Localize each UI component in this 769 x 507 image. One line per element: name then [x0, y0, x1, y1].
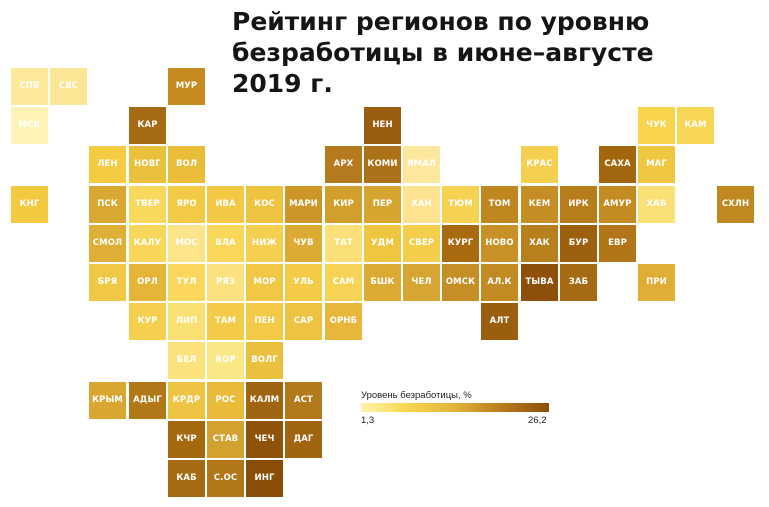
region-tile: КАЛУ — [129, 225, 166, 262]
region-tile: МАРИ — [285, 186, 322, 223]
map-title: Рейтинг регионов по уровню безработицы в… — [232, 6, 752, 99]
region-tile: СТАВ — [207, 421, 244, 458]
region-tile: ТАТ — [325, 225, 362, 262]
region-tile: ТЫВА — [521, 264, 558, 301]
legend-min-value: 1,3 — [361, 415, 375, 426]
region-tile: САМ — [325, 264, 362, 301]
region-tile: УДМ — [364, 225, 401, 262]
region-tile: АЛ.К — [481, 264, 518, 301]
region-tile: ВОР — [207, 342, 244, 379]
region-tile: КЕМ — [521, 186, 558, 223]
region-tile: ЧЕЛ — [403, 264, 440, 301]
region-tile: НОВО — [481, 225, 518, 262]
region-tile: АМУР — [599, 186, 636, 223]
region-tile: АРХ — [325, 146, 362, 183]
region-tile: ВЛА — [207, 225, 244, 262]
region-tile: ТАМ — [207, 303, 244, 340]
region-tile: СВС — [50, 68, 87, 105]
region-tile: АСТ — [285, 382, 322, 419]
region-tile: ТОМ — [481, 186, 518, 223]
region-tile: КРЫМ — [89, 382, 126, 419]
region-tile: КНГ — [11, 186, 48, 223]
region-tile: ХАН — [403, 186, 440, 223]
region-tile: КОС — [246, 186, 283, 223]
region-tile: КОМИ — [364, 146, 401, 183]
region-tile: МАГ — [638, 146, 675, 183]
region-tile: ЯРО — [168, 186, 205, 223]
region-tile: ТВЕР — [129, 186, 166, 223]
region-tile: КЧР — [168, 421, 205, 458]
region-tile: С.ОС — [207, 460, 244, 497]
region-tile: ИНГ — [246, 460, 283, 497]
region-tile: ИВА — [207, 186, 244, 223]
region-tile: УЛЬ — [285, 264, 322, 301]
region-tile: РОС — [207, 382, 244, 419]
region-tile: ОМСК — [442, 264, 479, 301]
region-tile: АЛТ — [481, 303, 518, 340]
region-tile: ХАБ — [638, 186, 675, 223]
region-tile: КАР — [129, 107, 166, 144]
region-tile: БШК — [364, 264, 401, 301]
region-tile: ВОЛ — [168, 146, 205, 183]
region-tile: НОВГ — [129, 146, 166, 183]
region-tile: САХА — [599, 146, 636, 183]
region-tile: КУРГ — [442, 225, 479, 262]
region-tile: СМОЛ — [89, 225, 126, 262]
region-tile: МОС — [168, 225, 205, 262]
region-tile: ВОЛГ — [246, 342, 283, 379]
region-tile: ПЕР — [364, 186, 401, 223]
region-tile: ТЮМ — [442, 186, 479, 223]
region-tile: ПРИ — [638, 264, 675, 301]
region-tile: КАЛМ — [246, 382, 283, 419]
region-tile: КРАС — [521, 146, 558, 183]
region-tile: БУР — [560, 225, 597, 262]
title-line-2: безработицы в июне–августе — [232, 38, 654, 67]
region-tile: СПБ — [11, 68, 48, 105]
region-tile: КАМ — [677, 107, 714, 144]
region-tile: ОРНБ — [325, 303, 362, 340]
region-tile: МСК — [11, 107, 48, 144]
region-tile: ПЕН — [246, 303, 283, 340]
legend-max-value: 26,2 — [528, 415, 547, 426]
region-tile: НИЖ — [246, 225, 283, 262]
region-tile: БРЯ — [89, 264, 126, 301]
region-tile: ЧУК — [638, 107, 675, 144]
region-tile: ЯМАЛ — [403, 146, 440, 183]
region-tile: МУР — [168, 68, 205, 105]
region-tile: ОРЛ — [129, 264, 166, 301]
region-tile: ХАК — [521, 225, 558, 262]
region-tile: ЛЕН — [89, 146, 126, 183]
region-tile: ЕВР — [599, 225, 636, 262]
region-tile: САР — [285, 303, 322, 340]
legend-gradient-bar — [361, 403, 549, 412]
region-tile: СХЛН — [717, 186, 754, 223]
region-tile: ЧУВ — [285, 225, 322, 262]
region-tile: МОР — [246, 264, 283, 301]
region-tile: КУР — [129, 303, 166, 340]
region-tile: ЛИП — [168, 303, 205, 340]
region-tile: СВЕР — [403, 225, 440, 262]
legend-title: Уровень безработицы, % — [361, 390, 472, 401]
region-tile: КРДР — [168, 382, 205, 419]
region-tile: НЕН — [364, 107, 401, 144]
title-line-3: 2019 г. — [232, 69, 333, 98]
region-tile: ДАГ — [285, 421, 322, 458]
region-tile: ТУЛ — [168, 264, 205, 301]
region-tile: ПСК — [89, 186, 126, 223]
region-tile: КИР — [325, 186, 362, 223]
region-tile: ЗАБ — [560, 264, 597, 301]
region-tile: АДЫГ — [129, 382, 166, 419]
region-tile: КАБ — [168, 460, 205, 497]
title-line-1: Рейтинг регионов по уровню — [232, 7, 650, 36]
region-tile: РЯЗ — [207, 264, 244, 301]
region-tile: ЧЕЧ — [246, 421, 283, 458]
region-tile: ИРК — [560, 186, 597, 223]
region-tile: БЕЛ — [168, 342, 205, 379]
